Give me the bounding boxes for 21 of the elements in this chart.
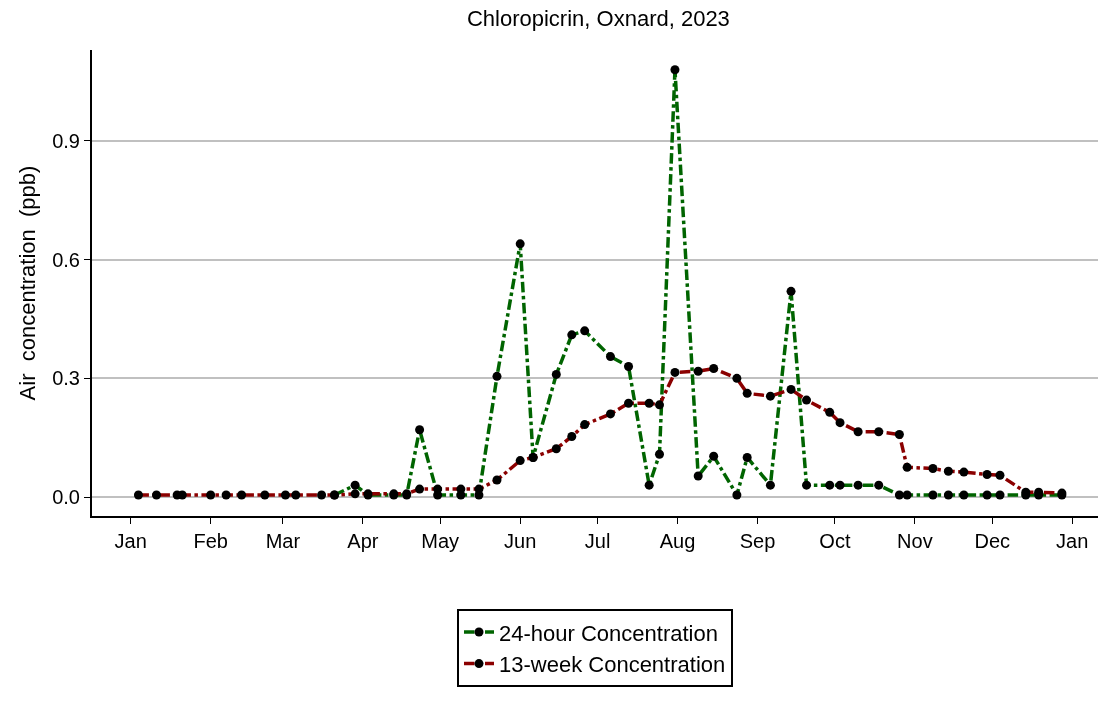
x-tick-label: Oct [819, 530, 851, 552]
x-tick-label: May [421, 530, 460, 552]
x-tick-label: Aug [659, 530, 696, 552]
chart-title: Chloropicrin, Oxnard, 2023 [466, 5, 730, 31]
x-tick-label: Apr [347, 530, 379, 552]
legend-label: 13-week Concentration [499, 652, 726, 678]
x-tick-label: Mar [265, 530, 301, 552]
x-tick-label: Dec [974, 530, 1011, 552]
x-tick-label: Jul [584, 530, 611, 552]
y-tick-label: 0.9 [52, 129, 80, 152]
y-tick-label: 0.3 [52, 367, 80, 390]
x-tick-label: Sep [739, 530, 776, 552]
x-tick-label: Jan [1056, 530, 1089, 552]
x-tick-label: Jan [114, 530, 147, 552]
x-tick-label: Nov [897, 530, 933, 552]
y-tick-label: 0.6 [52, 248, 80, 271]
x-tick-label: Jun [504, 530, 537, 552]
y-axis-title: Air concentration (ppb) [15, 165, 41, 401]
legend-label: 24-hour Concentration [499, 620, 718, 646]
y-tick-label: 0.0 [52, 486, 80, 509]
x-tick-label: Feb [193, 530, 228, 552]
